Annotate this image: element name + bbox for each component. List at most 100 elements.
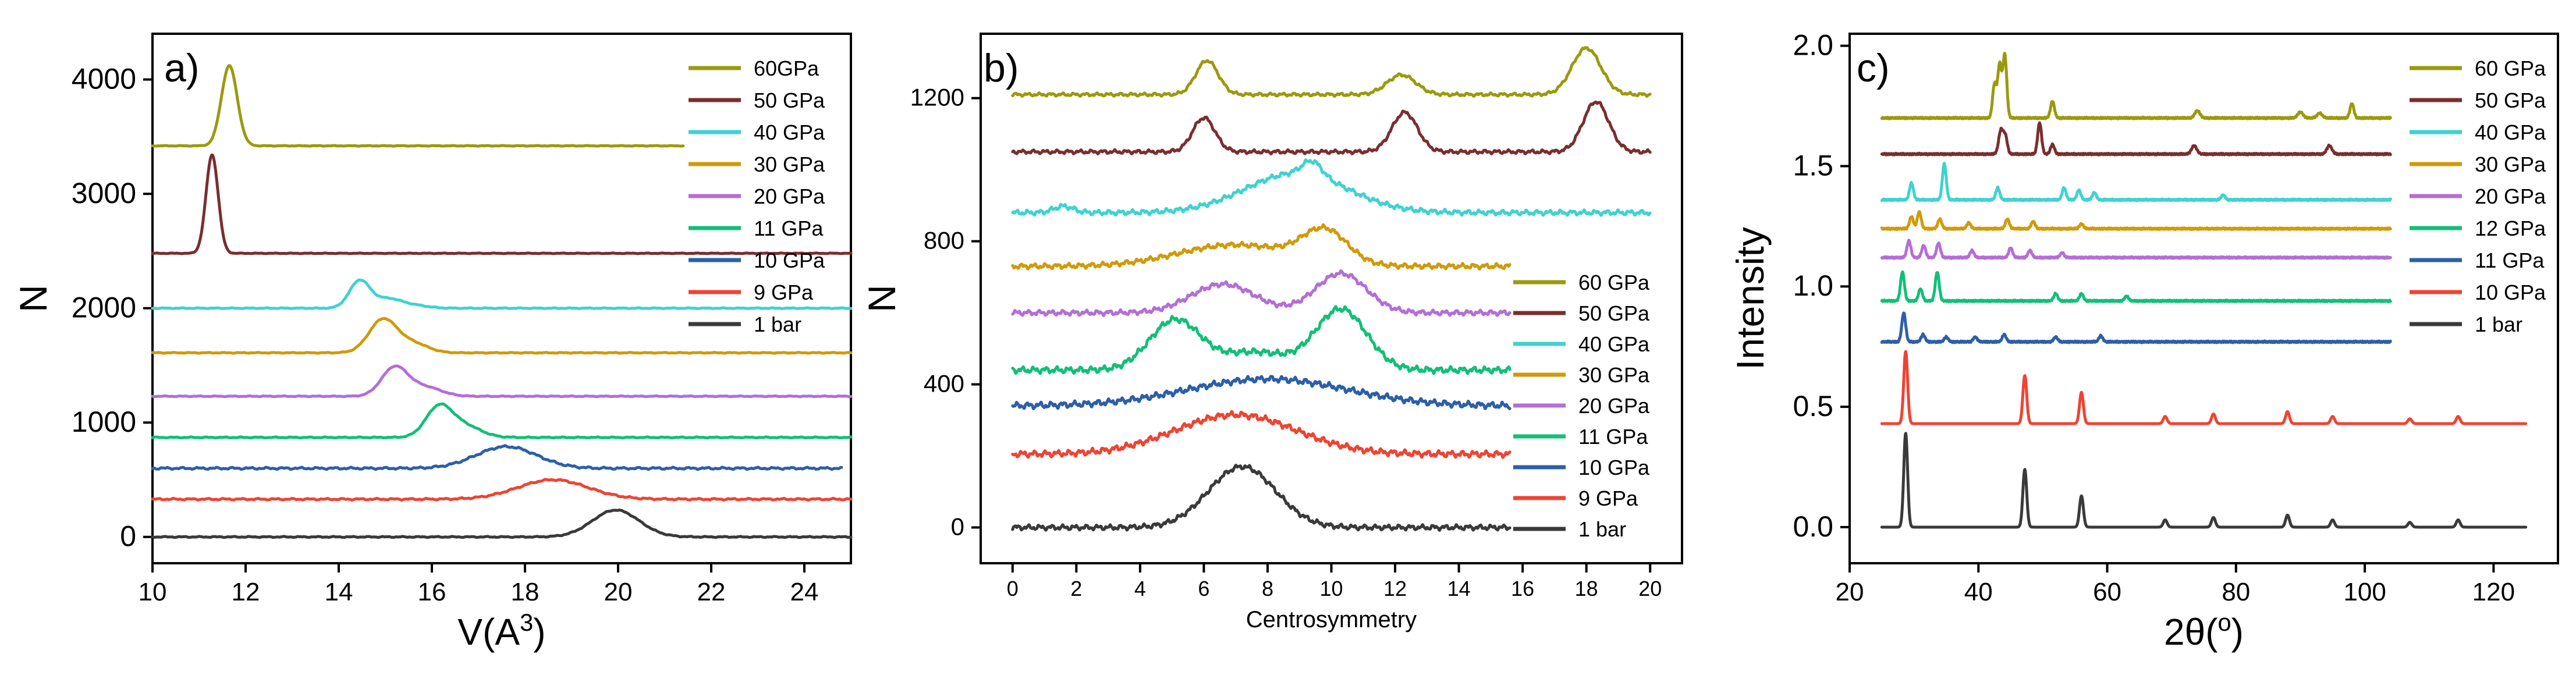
x-tick-label: 8: [1262, 577, 1273, 600]
series-line: [151, 509, 853, 539]
legend-label: 50 GPa: [754, 88, 825, 112]
legend-label: 20 GPa: [1578, 394, 1650, 418]
y-axis-label: Intensity: [1729, 227, 1772, 370]
x-tick-label: 2: [1070, 577, 1082, 600]
x-tick-label: 4: [1134, 577, 1146, 600]
x-tick-label: 24: [790, 578, 819, 606]
plot-frame: [980, 33, 1683, 564]
chart-panel-3: 20 40 60 80 100 120 0.0 0.5 1.0 1.5 2.0 60 GPa 50 GP…: [1729, 29, 2559, 653]
series-line: [1011, 464, 1511, 532]
panel-label: b): [984, 46, 1019, 90]
x-tick-label: 18: [511, 578, 540, 606]
y-tick-label: 2000: [72, 292, 136, 324]
y-tick-label: 400: [924, 370, 964, 397]
series-line: [1011, 375, 1511, 410]
series-line: [1011, 158, 1652, 217]
x-axis-label-tail: ): [2231, 611, 2244, 653]
x-tick-label: 100: [2343, 578, 2386, 606]
y-tick-label: 1.5: [1793, 149, 1833, 182]
x-tick-label: 16: [1511, 577, 1534, 600]
series-line: [1880, 52, 2392, 120]
series-line: [151, 364, 853, 399]
legend-label: 60 GPa: [1578, 271, 1650, 294]
x-tick-label: 40: [1964, 578, 1993, 606]
legend-label: 10 GPa: [2475, 280, 2546, 304]
series-line: [1880, 350, 2528, 425]
x-axis-label-superscript: o: [2218, 609, 2231, 636]
x-tick-label: 10: [139, 578, 167, 606]
legend-label: 11 GPa: [754, 216, 824, 240]
y-tick-label: 1.0: [1793, 269, 1833, 302]
y-tick-label: 4000: [72, 62, 136, 95]
y-tick-label: 0.5: [1793, 390, 1833, 422]
series-line: [1880, 121, 2392, 157]
legend-label: 50 GPa: [2475, 88, 2546, 112]
legend-label: 11 GPa: [1578, 425, 1648, 449]
y-axis-label: N: [860, 285, 903, 312]
series-line: [1011, 46, 1652, 98]
series-line: [1011, 269, 1511, 317]
legend-label: 20 GPa: [754, 184, 825, 208]
series-line: [1011, 223, 1511, 271]
legend-label: 30 GPa: [1578, 363, 1650, 387]
legend-label: 40 GPa: [1578, 332, 1650, 356]
y-tick-label: 800: [924, 227, 964, 254]
legend-label: 12 GPa: [2475, 216, 2546, 240]
legend-label: 30 GPa: [754, 152, 825, 176]
series-line: [1011, 305, 1511, 375]
legend-label: 40 GPa: [2475, 120, 2546, 144]
legend-label: 10 GPa: [1578, 456, 1650, 479]
series-line: [1880, 432, 2528, 529]
legend-label: 1 bar: [754, 312, 801, 336]
x-tick-label: 14: [1447, 577, 1471, 600]
y-tick-label: 1200: [910, 84, 964, 111]
y-tick-label: 3000: [72, 177, 136, 209]
x-tick-label: 14: [325, 578, 353, 606]
y-tick-label: 1000: [72, 406, 136, 438]
x-tick-label: 0: [1007, 577, 1019, 600]
x-tick-label: 10: [1319, 577, 1343, 600]
legend-label: 60GPa: [754, 56, 819, 80]
x-axis-label-main: 2θ(: [2164, 611, 2218, 653]
series-line: [151, 444, 843, 471]
x-axis-label: Centrosymmetry: [1246, 607, 1417, 632]
x-axis-label-tail: ): [533, 611, 545, 653]
series-line: [1880, 311, 2392, 344]
x-tick-label: 22: [697, 578, 726, 606]
x-axis-label: 2θ(o): [2164, 609, 2244, 653]
x-axis-label-superscript: 3: [520, 609, 533, 636]
legend-label: 11 GPa: [2475, 248, 2545, 272]
x-axis-label: V(A3): [457, 609, 545, 653]
series-line: [1011, 410, 1511, 459]
series-line: [1011, 100, 1652, 155]
y-tick-label: 2.0: [1793, 29, 1833, 62]
panel-label: c): [1857, 46, 1890, 90]
series-line: [151, 317, 853, 355]
plot-frame: [151, 33, 852, 564]
x-tick-label: 20: [604, 578, 633, 606]
panel-label: a): [164, 46, 199, 90]
legend-label: 10 GPa: [754, 248, 825, 272]
legend-label: 60 GPa: [2475, 56, 2546, 80]
series-line: [151, 478, 853, 502]
chart-panel-1: 10 12 14 16 18 20 22 24 0 1000 2000 3000 4000 60GPa 50…: [12, 33, 853, 653]
x-tick-label: 60: [2093, 578, 2121, 606]
y-tick-label: 0.0: [1793, 510, 1833, 543]
series-line: [151, 64, 685, 148]
x-tick-label: 20: [1638, 577, 1662, 600]
legend-label: 1 bar: [1578, 517, 1626, 541]
x-tick-label: 18: [1575, 577, 1598, 600]
legend-label: 20 GPa: [2475, 184, 2546, 208]
x-tick-label: 120: [2472, 578, 2515, 606]
chart-panel-2: 0 2 4 6 8 10 12 14 16 18 20 0 400 800 1200 60 GPa 50 GPa…: [860, 33, 1683, 632]
series-line: [151, 278, 853, 310]
series-line: [1880, 162, 2392, 202]
legend-label: 9 GPa: [1578, 486, 1638, 510]
y-tick-label: 0: [951, 513, 964, 540]
legend-label: 30 GPa: [2475, 152, 2546, 176]
x-tick-label: 12: [232, 578, 260, 606]
series-line: [1880, 210, 2392, 232]
plot-frame: [1848, 33, 2559, 564]
legend-label: 1 bar: [2475, 312, 2522, 336]
